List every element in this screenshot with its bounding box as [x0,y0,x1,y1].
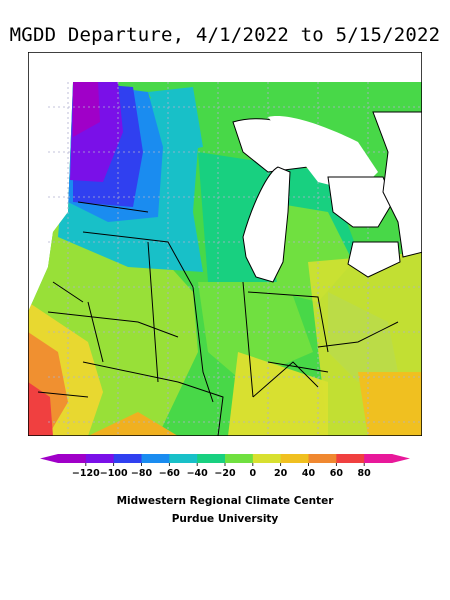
legend-label: −100 [100,468,128,479]
legend-swatch [280,454,309,463]
legend-swatch [58,454,87,463]
legend-swatch [364,454,393,463]
legend-labels: −120 −100 −80 −60 −40 −20 0 20 40 60 80 [72,463,371,479]
legend-arrow-right [392,454,410,463]
legend-label: −40 [187,468,209,479]
color-legend: −120 −100 −80 −60 −40 −20 0 20 40 60 80 [40,454,410,479]
departure-map [28,52,422,436]
legend-label: 20 [274,468,288,479]
credit-block: Midwestern Regional Climate Center Purdu… [0,492,450,528]
legend-swatch [197,454,226,463]
legend-swatch [225,454,254,463]
legend-label: 80 [358,468,372,479]
credit-line-1: Midwestern Regional Climate Center [116,495,334,507]
legend-label: −120 [72,468,100,479]
legend-swatch [308,454,337,463]
legend-label: −60 [159,468,181,479]
legend-swatch [169,454,198,463]
legend-label: 60 [330,468,344,479]
legend-arrow-left [40,454,58,463]
legend-label: 0 [250,468,257,479]
legend-swatch [85,454,115,463]
legend-swatch [252,454,282,463]
legend-swatches [40,454,410,463]
legend-label: 40 [302,468,316,479]
credit-line-2: Purdue University [171,513,279,525]
legend-label: −80 [131,468,153,479]
map-title: MGDD Departure, 4/1/2022 to 5/15/2022 [9,24,441,46]
legend-swatch [141,454,170,463]
legend-label: −20 [214,468,236,479]
legend-swatch [113,454,142,463]
legend-swatch [336,454,365,463]
